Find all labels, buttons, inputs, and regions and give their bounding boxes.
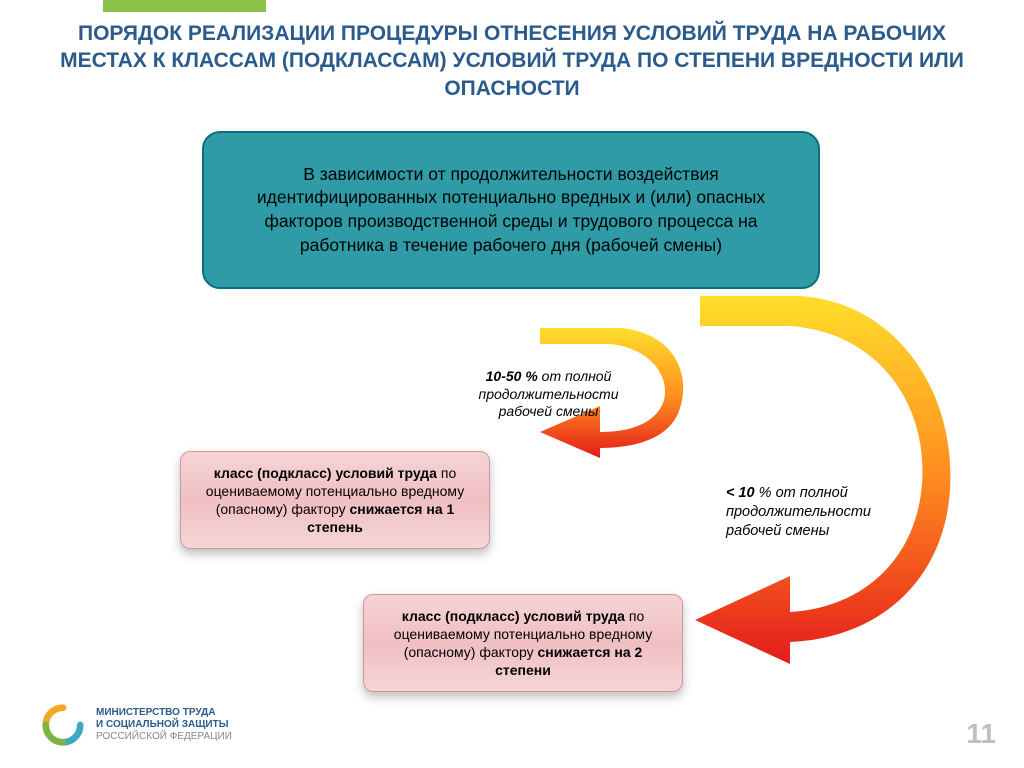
label-10-50-bold: 10-50 % bbox=[486, 368, 538, 384]
ministry-logo-icon bbox=[40, 702, 86, 748]
label-lt-10: < 10 % от полной продолжительности рабоч… bbox=[726, 484, 926, 541]
result-text-1: класс (подкласс) условий труда по оценив… bbox=[195, 464, 475, 537]
result-box-2: класс (подкласс) условий труда по оценив… bbox=[363, 594, 683, 692]
label-lt-10-bold: < 10 bbox=[726, 485, 759, 501]
result-1-bold-a: класс (подкласс) условий труда bbox=[214, 465, 441, 481]
footer-text: МИНИСТЕРСТВО ТРУДА И СОЦИАЛЬНОЙ ЗАЩИТЫ Р… bbox=[96, 707, 232, 743]
result-2-bold-a: класс (подкласс) условий труда bbox=[402, 608, 629, 624]
intro-text: В зависимости от продолжительности возде… bbox=[226, 163, 796, 258]
page-title: ПОРЯДОК РЕАЛИЗАЦИИ ПРОЦЕДУРЫ ОТНЕСЕНИЯ У… bbox=[35, 20, 989, 102]
accent-bar bbox=[103, 0, 266, 12]
footer-logo: МИНИСТЕРСТВО ТРУДА И СОЦИАЛЬНОЙ ЗАЩИТЫ Р… bbox=[40, 702, 232, 748]
result-box-1: класс (подкласс) условий труда по оценив… bbox=[180, 451, 490, 549]
label-10-50: 10-50 % от полной продолжительности рабо… bbox=[461, 368, 636, 421]
footer-line1: МИНИСТЕРСТВО ТРУДА bbox=[96, 707, 232, 719]
page-number: 11 bbox=[966, 718, 996, 750]
result-text-2: класс (подкласс) условий труда по оценив… bbox=[378, 607, 668, 680]
arrow-large bbox=[640, 290, 970, 670]
footer-line3: РОССИЙСКОЙ ФЕДЕРАЦИИ bbox=[96, 731, 232, 743]
intro-box: В зависимости от продолжительности возде… bbox=[202, 131, 820, 289]
footer-line2: И СОЦИАЛЬНОЙ ЗАЩИТЫ bbox=[96, 719, 232, 731]
